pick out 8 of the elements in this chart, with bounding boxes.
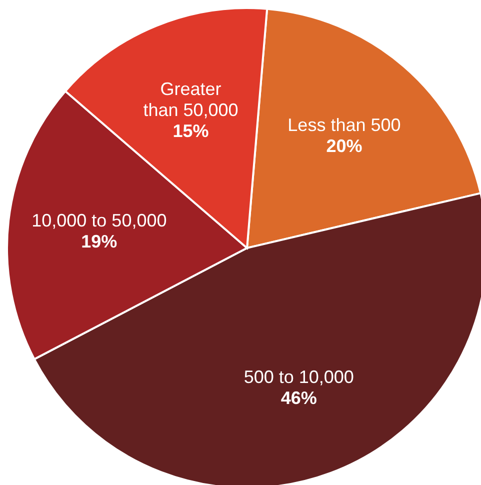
slice-label: Less than 500	[288, 114, 401, 135]
data-label: 19%	[81, 231, 118, 252]
data-label: 15%	[172, 121, 209, 142]
slice-label: 10,000 to 50,000	[32, 210, 167, 230]
data-label: 20%	[326, 136, 362, 156]
slice-label: Greater than 50,000	[143, 79, 238, 120]
slice-label: 500 to 10,000	[244, 366, 354, 387]
data-label: 46%	[280, 388, 317, 408]
